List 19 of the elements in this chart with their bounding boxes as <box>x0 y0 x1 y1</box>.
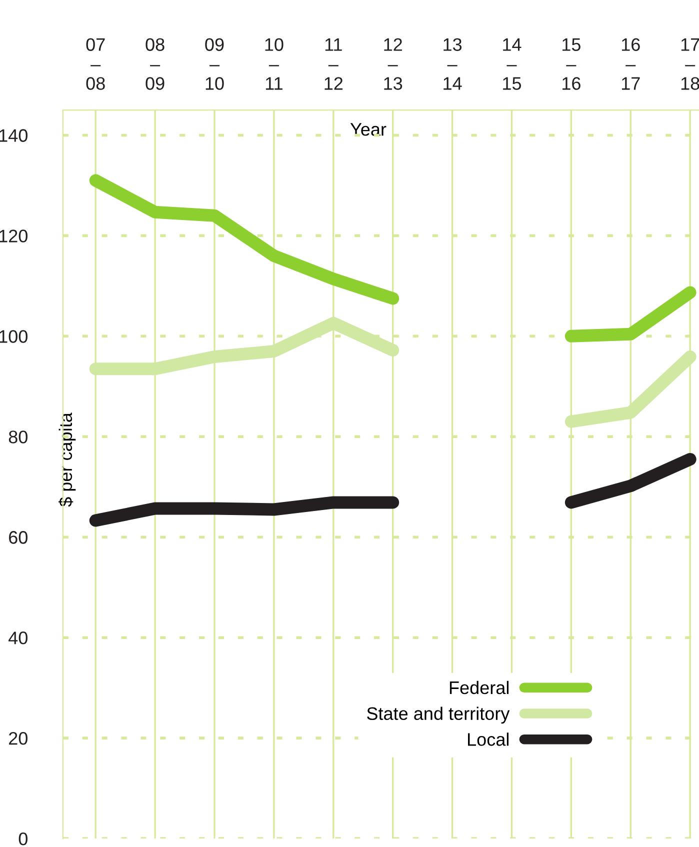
y-tick-label: 0 <box>18 832 28 846</box>
legend-label: Federal <box>450 680 508 694</box>
x-tick-label: 12 – 13 <box>384 38 402 90</box>
legend-label: State and territory <box>367 706 510 724</box>
x-tick-label: 14 – 15 <box>503 38 522 90</box>
x-tick-label: 10 – 11 <box>265 38 284 90</box>
x-tick-label: 17 – 18 <box>681 38 699 90</box>
y-tick-label: 60 <box>9 531 28 544</box>
y-tick-label: 20 <box>9 732 28 745</box>
x-tick-label: 15 – 16 <box>562 38 580 90</box>
x-tick-label: 11 – 12 <box>324 38 343 90</box>
y-tick-label: 40 <box>8 632 28 644</box>
x-tick-label: 09 – 10 <box>205 38 224 90</box>
legend-label: Local <box>468 732 508 746</box>
x-tick-label: 07 – 08 <box>86 38 105 90</box>
x-tick-label: 16 – 17 <box>622 38 640 90</box>
x-tick-label: 08 – 09 <box>146 38 164 90</box>
x-tick-label: 13 – 14 <box>444 38 462 90</box>
y-tick-label: 80 <box>8 430 28 444</box>
